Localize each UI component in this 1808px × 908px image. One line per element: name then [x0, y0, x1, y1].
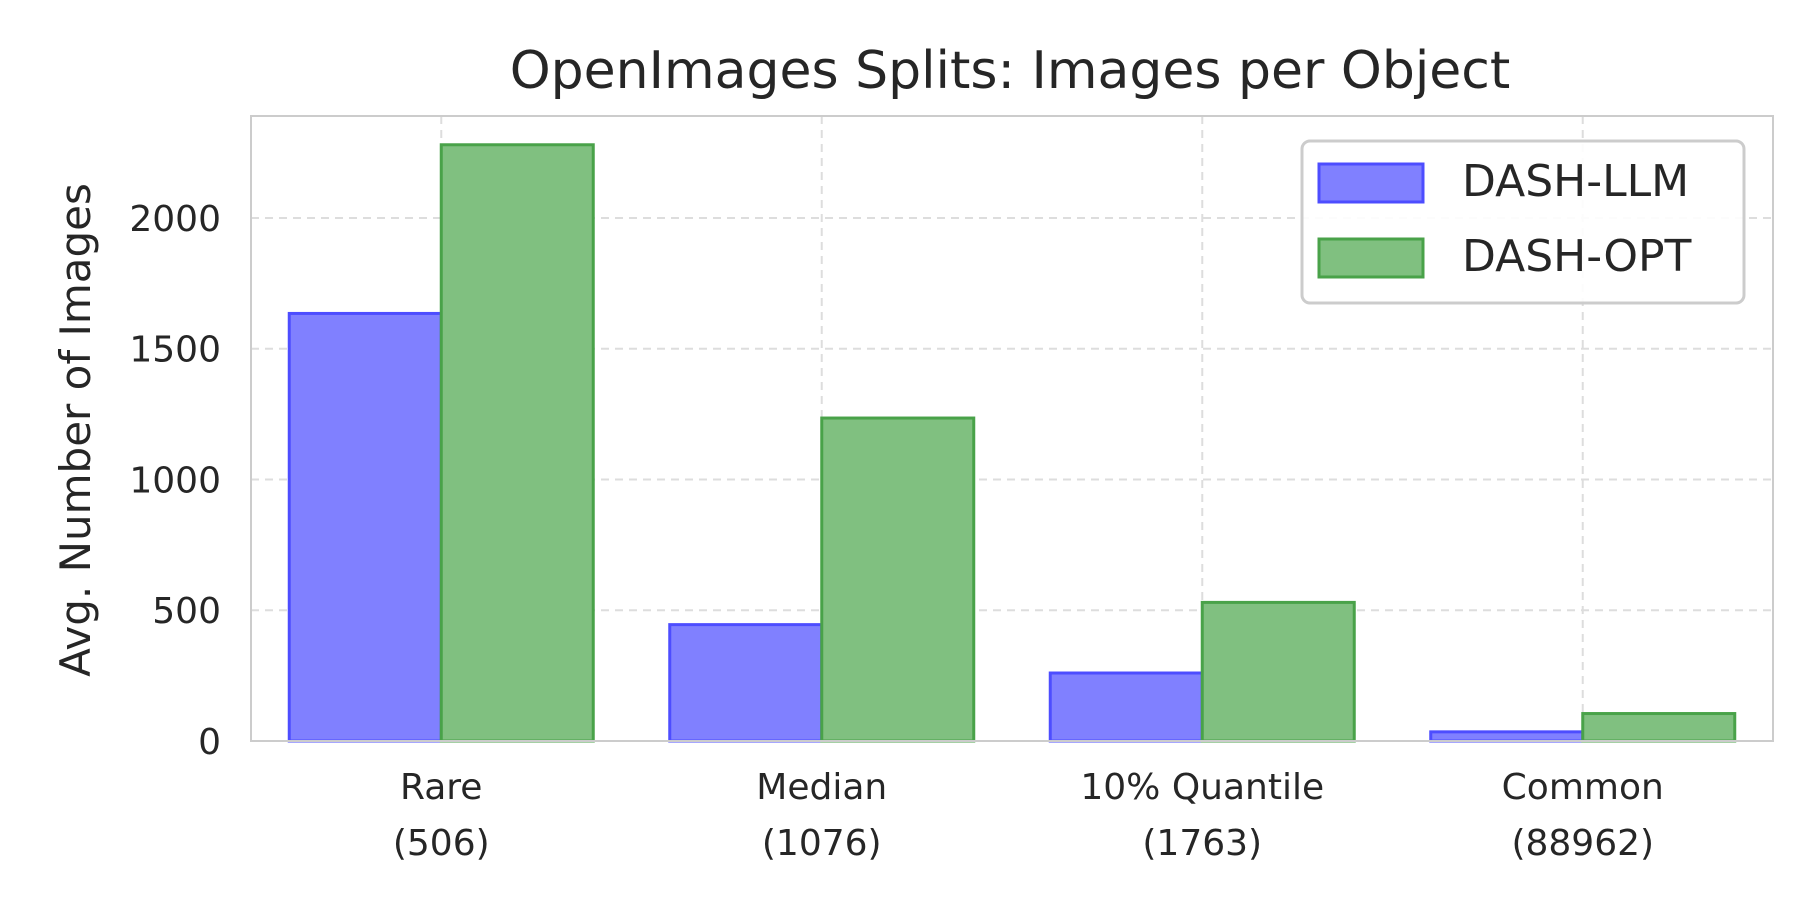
bar-dash-opt-0	[439, 143, 595, 743]
x-tick-label-0-1: (506)	[393, 823, 490, 864]
x-axis-ticks: Rare (506) Median (1076) 10% Quantile (1763) C…	[393, 767, 1664, 864]
bar-dash-llm-3	[1429, 730, 1585, 743]
legend-label-1: DASH-OPT	[1462, 231, 1691, 282]
chart-title: OpenImages Splits: Images per Object	[510, 41, 1511, 101]
legend: DASH-LLM DASH-OPT	[1300, 139, 1746, 305]
legend-swatch-1	[1317, 237, 1425, 279]
x-tick-label-1-1: (1076)	[762, 823, 882, 864]
x-tick-label-1-0: Median	[756, 767, 887, 808]
x-tick-label-0-0: Rare	[400, 767, 482, 808]
y-tick-label-0: 0	[198, 722, 221, 763]
bar-dash-opt-1	[820, 416, 976, 743]
bars-layer	[287, 143, 1737, 743]
bar-dash-opt-2	[1200, 600, 1356, 743]
x-tick-label-2-1: (1763)	[1142, 823, 1262, 864]
bar-dash-llm-1	[668, 623, 824, 743]
x-tick-label-2-0: 10% Quantile	[1080, 767, 1324, 808]
x-tick-label-3-0: Common	[1502, 767, 1664, 808]
bar-dash-opt-3	[1581, 712, 1737, 743]
y-tick-label-1: 500	[152, 591, 221, 632]
y-axis-label: Avg. Number of Images	[51, 183, 100, 677]
legend-label-0: DASH-LLM	[1462, 156, 1689, 207]
y-tick-label-4: 2000	[129, 199, 221, 240]
y-axis-ticks: 0 500 1000 1500 2000	[129, 199, 221, 763]
plot-area-frame	[250, 115, 1774, 742]
y-tick-label-2: 1000	[129, 460, 221, 501]
bar-dash-llm-2	[1048, 671, 1204, 743]
bar-dash-llm-0	[287, 311, 443, 743]
x-tick-label-3-1: (88962)	[1511, 823, 1654, 864]
y-tick-label-3: 1500	[129, 330, 221, 371]
legend-swatch-0	[1317, 162, 1425, 204]
